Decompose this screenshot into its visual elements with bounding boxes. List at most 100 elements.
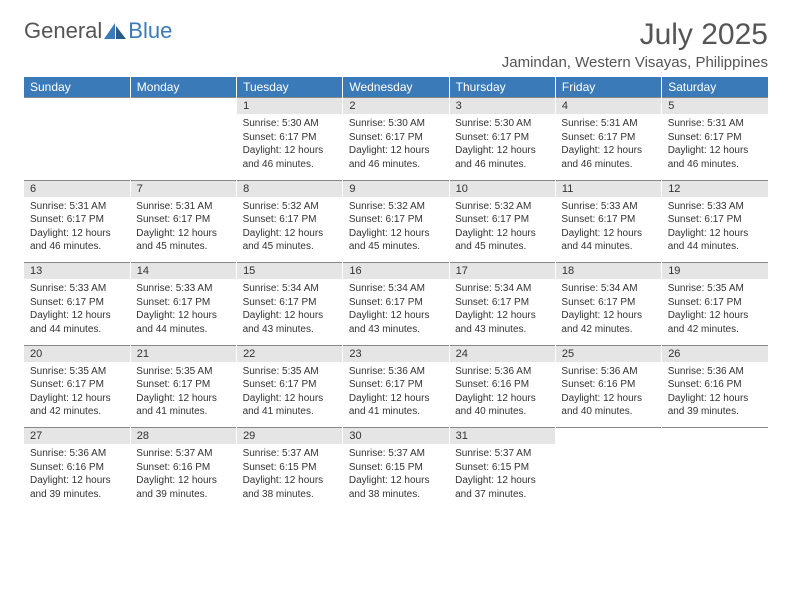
sunset-text: Sunset: 6:17 PM (455, 213, 549, 227)
day2-text: and 44 minutes. (561, 240, 655, 254)
day1-text: Daylight: 12 hours (30, 309, 124, 323)
day2-text: and 42 minutes. (30, 405, 124, 419)
col-saturday: Saturday (662, 77, 768, 98)
sunset-text: Sunset: 6:17 PM (349, 296, 443, 310)
day-number: 20 (24, 345, 130, 362)
content-row: Sunrise: 5:36 AMSunset: 6:16 PMDaylight:… (24, 444, 768, 510)
day2-text: and 45 minutes. (136, 240, 230, 254)
day-number: 23 (343, 345, 449, 362)
day2-text: and 44 minutes. (668, 240, 762, 254)
brand-text-blue: Blue (128, 18, 172, 44)
daynum-row: 12345 (24, 98, 768, 115)
day-cell: Sunrise: 5:31 AMSunset: 6:17 PMDaylight:… (130, 197, 236, 263)
day-cell: Sunrise: 5:35 AMSunset: 6:17 PMDaylight:… (237, 362, 343, 428)
day1-text: Daylight: 12 hours (668, 309, 762, 323)
sunset-text: Sunset: 6:17 PM (136, 378, 230, 392)
day-cell: Sunrise: 5:30 AMSunset: 6:17 PMDaylight:… (343, 114, 449, 180)
day2-text: and 45 minutes. (455, 240, 549, 254)
sunset-text: Sunset: 6:17 PM (243, 131, 337, 145)
day1-text: Daylight: 12 hours (136, 227, 230, 241)
sunset-text: Sunset: 6:17 PM (30, 296, 124, 310)
weekday-header-row: Sunday Monday Tuesday Wednesday Thursday… (24, 77, 768, 98)
day-number (130, 98, 236, 115)
sunset-text: Sunset: 6:17 PM (349, 213, 443, 227)
sunrise-text: Sunrise: 5:37 AM (243, 447, 337, 461)
day-cell: Sunrise: 5:37 AMSunset: 6:15 PMDaylight:… (343, 444, 449, 510)
day2-text: and 44 minutes. (136, 323, 230, 337)
day-number: 18 (555, 263, 661, 280)
day-number: 7 (130, 180, 236, 197)
sunrise-text: Sunrise: 5:35 AM (243, 365, 337, 379)
sunrise-text: Sunrise: 5:35 AM (668, 282, 762, 296)
sunset-text: Sunset: 6:17 PM (243, 213, 337, 227)
sunset-text: Sunset: 6:17 PM (136, 213, 230, 227)
calendar-page: General Blue July 2025 Jamindan, Western… (0, 0, 792, 528)
sunrise-text: Sunrise: 5:37 AM (349, 447, 443, 461)
day-number: 4 (555, 98, 661, 115)
sunrise-text: Sunrise: 5:33 AM (30, 282, 124, 296)
day-cell: Sunrise: 5:30 AMSunset: 6:17 PMDaylight:… (237, 114, 343, 180)
day-cell: Sunrise: 5:36 AMSunset: 6:16 PMDaylight:… (555, 362, 661, 428)
day-cell: Sunrise: 5:36 AMSunset: 6:16 PMDaylight:… (449, 362, 555, 428)
day-number: 8 (237, 180, 343, 197)
day-number: 9 (343, 180, 449, 197)
location-text: Jamindan, Western Visayas, Philippines (502, 54, 768, 71)
content-row: Sunrise: 5:31 AMSunset: 6:17 PMDaylight:… (24, 197, 768, 263)
sunset-text: Sunset: 6:17 PM (243, 296, 337, 310)
day1-text: Daylight: 12 hours (455, 227, 549, 241)
day2-text: and 39 minutes. (30, 488, 124, 502)
sunset-text: Sunset: 6:16 PM (668, 378, 762, 392)
day1-text: Daylight: 12 hours (561, 227, 655, 241)
day2-text: and 43 minutes. (455, 323, 549, 337)
day2-text: and 46 minutes. (668, 158, 762, 172)
day-cell: Sunrise: 5:36 AMSunset: 6:17 PMDaylight:… (343, 362, 449, 428)
day-number: 24 (449, 345, 555, 362)
sunset-text: Sunset: 6:17 PM (561, 131, 655, 145)
sunset-text: Sunset: 6:17 PM (349, 378, 443, 392)
day-number: 2 (343, 98, 449, 115)
day2-text: and 42 minutes. (668, 323, 762, 337)
day1-text: Daylight: 12 hours (668, 144, 762, 158)
sunrise-text: Sunrise: 5:31 AM (561, 117, 655, 131)
col-wednesday: Wednesday (343, 77, 449, 98)
day-number: 29 (237, 428, 343, 445)
day1-text: Daylight: 12 hours (136, 309, 230, 323)
sunset-text: Sunset: 6:17 PM (30, 213, 124, 227)
content-row: Sunrise: 5:33 AMSunset: 6:17 PMDaylight:… (24, 279, 768, 345)
day1-text: Daylight: 12 hours (349, 309, 443, 323)
day1-text: Daylight: 12 hours (349, 392, 443, 406)
daynum-row: 6789101112 (24, 180, 768, 197)
day1-text: Daylight: 12 hours (455, 309, 549, 323)
day-cell: Sunrise: 5:34 AMSunset: 6:17 PMDaylight:… (237, 279, 343, 345)
day2-text: and 46 minutes. (561, 158, 655, 172)
day1-text: Daylight: 12 hours (136, 392, 230, 406)
sunset-text: Sunset: 6:16 PM (561, 378, 655, 392)
sunset-text: Sunset: 6:17 PM (668, 296, 762, 310)
day1-text: Daylight: 12 hours (243, 227, 337, 241)
sunrise-text: Sunrise: 5:32 AM (243, 200, 337, 214)
day2-text: and 46 minutes. (455, 158, 549, 172)
brand-logo: General Blue (24, 18, 172, 44)
day-cell: Sunrise: 5:33 AMSunset: 6:17 PMDaylight:… (662, 197, 768, 263)
day1-text: Daylight: 12 hours (30, 474, 124, 488)
day2-text: and 46 minutes. (243, 158, 337, 172)
month-title: July 2025 (502, 18, 768, 52)
day-number: 19 (662, 263, 768, 280)
sunset-text: Sunset: 6:17 PM (455, 296, 549, 310)
sunrise-text: Sunrise: 5:35 AM (30, 365, 124, 379)
col-monday: Monday (130, 77, 236, 98)
day-number: 27 (24, 428, 130, 445)
sunrise-text: Sunrise: 5:36 AM (349, 365, 443, 379)
sunset-text: Sunset: 6:17 PM (30, 378, 124, 392)
day-number: 5 (662, 98, 768, 115)
day-cell: Sunrise: 5:32 AMSunset: 6:17 PMDaylight:… (237, 197, 343, 263)
sunset-text: Sunset: 6:17 PM (561, 213, 655, 227)
day2-text: and 44 minutes. (30, 323, 124, 337)
day-number (24, 98, 130, 115)
sunrise-text: Sunrise: 5:32 AM (349, 200, 443, 214)
col-friday: Friday (555, 77, 661, 98)
day-number: 10 (449, 180, 555, 197)
day-cell (662, 444, 768, 510)
day-number: 16 (343, 263, 449, 280)
sunset-text: Sunset: 6:17 PM (243, 378, 337, 392)
